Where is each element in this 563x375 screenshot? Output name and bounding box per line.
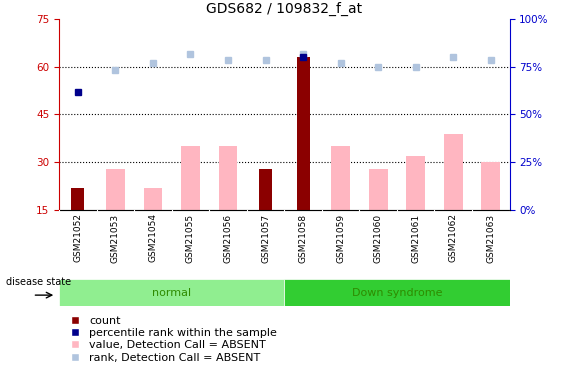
Bar: [72, 188, 84, 210]
Title: GDS682 / 109832_f_at: GDS682 / 109832_f_at: [206, 2, 363, 16]
Bar: [297, 57, 310, 210]
Text: disease state: disease state: [6, 277, 71, 287]
Legend: count, percentile rank within the sample, value, Detection Call = ABSENT, rank, : count, percentile rank within the sample…: [65, 311, 282, 367]
Bar: [331, 146, 350, 210]
Text: GSM21062: GSM21062: [449, 213, 458, 262]
Text: GSM21058: GSM21058: [298, 213, 307, 262]
Bar: [444, 134, 463, 210]
Bar: [259, 169, 272, 210]
Text: GSM21057: GSM21057: [261, 213, 270, 262]
Text: GSM21054: GSM21054: [149, 213, 158, 262]
Bar: [59, 279, 284, 306]
Text: GSM21055: GSM21055: [186, 213, 195, 262]
Text: normal: normal: [152, 288, 191, 297]
Text: Down syndrome: Down syndrome: [352, 288, 442, 297]
Bar: [218, 146, 238, 210]
Bar: [144, 188, 162, 210]
Bar: [369, 169, 387, 210]
Bar: [106, 169, 125, 210]
Bar: [481, 162, 500, 210]
Bar: [181, 146, 200, 210]
Text: GSM21056: GSM21056: [224, 213, 233, 262]
Text: GSM21059: GSM21059: [336, 213, 345, 262]
Text: GSM21060: GSM21060: [374, 213, 383, 262]
Text: GSM21063: GSM21063: [486, 213, 495, 262]
Bar: [406, 156, 425, 210]
Text: GSM21061: GSM21061: [411, 213, 420, 262]
Text: GSM21052: GSM21052: [73, 213, 82, 262]
Text: GSM21053: GSM21053: [111, 213, 120, 262]
Bar: [284, 279, 510, 306]
